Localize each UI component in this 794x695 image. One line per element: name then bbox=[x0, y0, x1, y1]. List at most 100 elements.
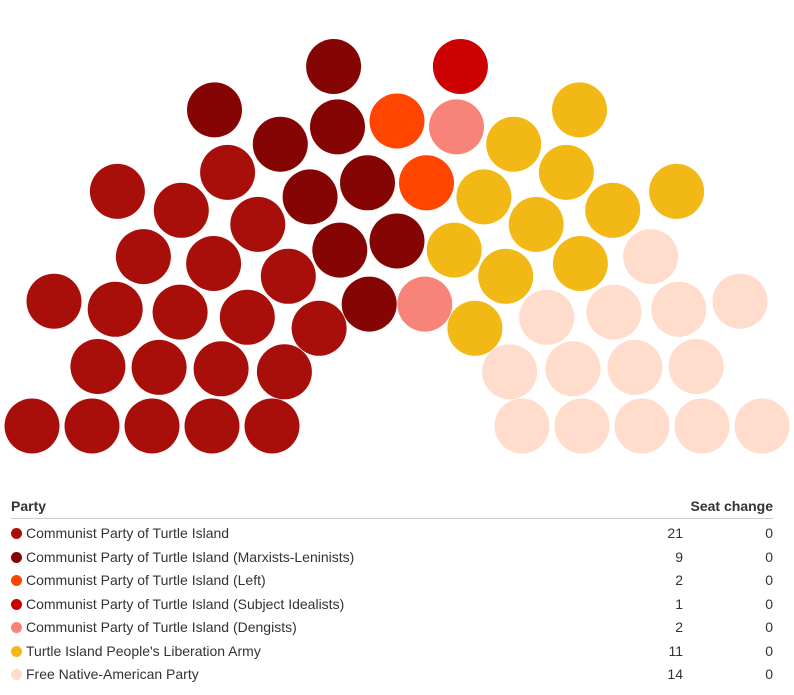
party-seat-change: 0 bbox=[765, 666, 773, 682]
results-body: Communist Party of Turtle Island 21 0 Commu… bbox=[11, 519, 773, 687]
party-seat-change: 0 bbox=[765, 525, 773, 541]
seat bbox=[369, 213, 425, 269]
seat bbox=[649, 163, 705, 219]
seat bbox=[508, 196, 564, 252]
party-name-cell: Communist Party of Turtle Island (Marxis… bbox=[11, 546, 593, 570]
seat bbox=[369, 93, 425, 149]
table-row: Communist Party of Turtle Island (Marxis… bbox=[11, 546, 773, 570]
seat bbox=[306, 39, 362, 94]
party-seats: 14 bbox=[667, 666, 683, 682]
results-table: Party Seat change Communist Party of Tur… bbox=[11, 494, 773, 687]
seat bbox=[26, 273, 82, 329]
seat bbox=[538, 144, 594, 200]
seat bbox=[200, 144, 256, 200]
party-seat-change: 0 bbox=[765, 548, 773, 565]
parliament-chart bbox=[4, 39, 790, 454]
party-seat-change: 0 bbox=[765, 642, 773, 659]
party-seat-change: 0 bbox=[765, 572, 773, 588]
party-name-cell: Communist Party of Turtle Island (Left) bbox=[11, 569, 593, 593]
party-name-cell: Turtle Island People's Liberation Army bbox=[11, 640, 593, 664]
party-name-cell: Communist Party of Turtle Island bbox=[11, 519, 593, 546]
seat bbox=[186, 236, 242, 291]
seats-column-header bbox=[593, 494, 683, 519]
seat bbox=[554, 398, 610, 454]
party-seats: 1 bbox=[675, 595, 683, 612]
seat bbox=[230, 196, 286, 252]
seat bbox=[712, 273, 768, 329]
table-header-row: Party Seat change bbox=[11, 494, 773, 519]
party-name: Communist Party of Turtle Island (Subjec… bbox=[26, 595, 345, 612]
party-seats: 2 bbox=[675, 619, 683, 635]
seat bbox=[193, 341, 249, 397]
party-seat-change: 0 bbox=[765, 619, 773, 635]
party-seats: 11 bbox=[668, 642, 683, 659]
seat bbox=[219, 289, 275, 345]
seat bbox=[734, 398, 790, 454]
seat bbox=[64, 398, 120, 454]
party-name: Communist Party of Turtle Island (Left) bbox=[26, 572, 266, 588]
seat bbox=[447, 300, 503, 356]
seat bbox=[482, 344, 538, 400]
seat bbox=[399, 155, 454, 211]
party-color-swatch bbox=[11, 575, 22, 586]
table-row: Free Native-American Party 14 0 bbox=[11, 663, 773, 687]
seat bbox=[87, 281, 143, 337]
seat bbox=[115, 229, 171, 285]
seat bbox=[310, 99, 365, 155]
seat bbox=[614, 398, 670, 454]
party-name: Communist Party of Turtle Island (Marxis… bbox=[26, 548, 355, 565]
seat bbox=[256, 344, 312, 400]
seat bbox=[607, 339, 663, 395]
seat bbox=[184, 398, 240, 454]
party-color-swatch bbox=[11, 622, 22, 633]
party-color-swatch bbox=[11, 669, 22, 680]
seat bbox=[545, 341, 601, 397]
seat bbox=[70, 339, 126, 394]
seat bbox=[124, 398, 180, 454]
seat bbox=[341, 276, 397, 332]
seat bbox=[340, 155, 395, 211]
seat bbox=[674, 398, 730, 454]
party-name-cell: Communist Party of Turtle Island (Dengis… bbox=[11, 616, 593, 640]
party-name: Turtle Island People's Liberation Army bbox=[26, 642, 261, 659]
seat bbox=[89, 163, 145, 219]
table-row: Communist Party of Turtle Island (Subjec… bbox=[11, 593, 773, 617]
party-column-header: Party bbox=[11, 494, 593, 519]
party-name: Free Native-American Party bbox=[26, 666, 199, 682]
party-seats: 21 bbox=[667, 525, 683, 541]
seat bbox=[153, 182, 209, 238]
seat bbox=[586, 284, 642, 340]
party-seats: 2 bbox=[675, 572, 683, 588]
table-row: Turtle Island People's Liberation Army 11… bbox=[11, 640, 773, 664]
seat bbox=[4, 398, 60, 454]
seat bbox=[519, 289, 575, 345]
party-name: Communist Party of Turtle Island (Dengis… bbox=[26, 619, 297, 635]
party-color-swatch bbox=[11, 598, 22, 610]
seat bbox=[552, 82, 607, 138]
party-seat-change: 0 bbox=[765, 595, 773, 612]
seat bbox=[552, 236, 608, 291]
party-name-cell: Free Native-American Party bbox=[11, 663, 593, 687]
party-color-swatch bbox=[11, 528, 22, 539]
seat bbox=[252, 116, 308, 172]
party-color-swatch bbox=[11, 645, 22, 657]
seat bbox=[494, 398, 550, 454]
party-color-swatch bbox=[11, 551, 22, 563]
seat bbox=[651, 281, 707, 337]
seat bbox=[668, 339, 724, 394]
seat bbox=[152, 284, 208, 340]
seat bbox=[486, 116, 542, 172]
seat bbox=[397, 276, 453, 332]
seat bbox=[187, 82, 242, 138]
seat bbox=[456, 169, 512, 225]
party-name: Communist Party of Turtle Island bbox=[26, 525, 230, 541]
table-row: Communist Party of Turtle Island (Dengis… bbox=[11, 616, 773, 640]
seat bbox=[131, 339, 187, 395]
seat bbox=[260, 248, 316, 304]
seat bbox=[291, 300, 347, 356]
seat bbox=[426, 222, 482, 278]
seat bbox=[282, 169, 338, 225]
table-row: Communist Party of Turtle Island 21 0 bbox=[11, 519, 773, 546]
party-seats: 9 bbox=[675, 548, 683, 565]
party-name-cell: Communist Party of Turtle Island (Subjec… bbox=[11, 593, 593, 617]
